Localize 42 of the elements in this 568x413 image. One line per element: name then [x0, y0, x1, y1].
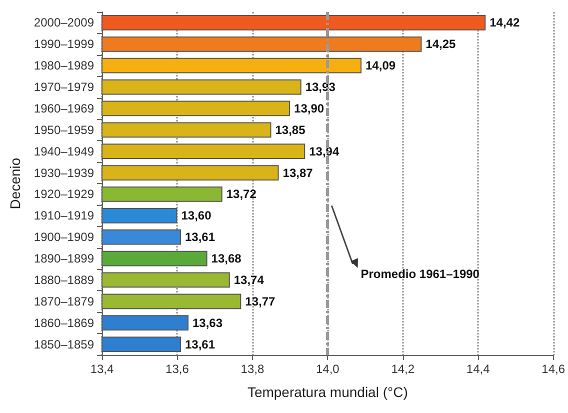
- data-label: 13,61: [184, 230, 216, 244]
- x-axis-title: Temperatura mundial (°C): [247, 384, 408, 400]
- data-label: 13,61: [184, 337, 216, 352]
- y-tick-label: 1880–1889: [34, 272, 94, 287]
- data-label: 13,72: [226, 187, 257, 202]
- data-label: 13,74: [234, 272, 264, 287]
- x-tick-label: 13,6: [166, 362, 190, 376]
- y-axis-title: Decenio: [7, 158, 23, 210]
- data-label: 14,42: [490, 16, 520, 30]
- data-label: 13,93: [305, 80, 336, 94]
- y-tick-label: 1910–1919: [34, 208, 94, 223]
- y-tick-label: 1890–1899: [34, 252, 94, 266]
- y-tick-label: 1930–1939: [34, 166, 94, 180]
- data-label: 14,25: [426, 37, 456, 52]
- y-tick-label: 2000–2009: [34, 16, 94, 30]
- y-tick-label: 1860–1869: [34, 316, 94, 330]
- data-label: 13,77: [245, 294, 276, 308]
- x-tick-label: 13,8: [240, 362, 264, 376]
- data-label: 13,87: [282, 166, 314, 180]
- x-tick-label: 14,0: [316, 362, 340, 376]
- data-label: 13,90: [294, 101, 324, 116]
- x-tick-label: 14,6: [542, 362, 566, 376]
- y-tick-label: 1870–1879: [34, 294, 94, 308]
- x-tick-label: 13,4: [90, 362, 114, 376]
- y-tick-label: 1950–1959: [34, 122, 94, 137]
- y-tick-label: 1970–1979: [34, 80, 94, 94]
- y-tick-label: 1850–1859: [34, 337, 94, 352]
- y-tick-label: 1960–1969: [34, 101, 94, 116]
- data-label: 13,94: [309, 144, 340, 158]
- ref-line-label: Promedio 1961–1990: [360, 266, 480, 281]
- data-label: 13,63: [192, 316, 223, 330]
- y-tick-label: 1940–1949: [34, 144, 94, 158]
- y-tick-label: 1980–1989: [34, 58, 94, 73]
- y-tick-label: 1920–1929: [34, 187, 94, 202]
- data-label: 13,68: [211, 252, 242, 266]
- x-tick-label: 14,2: [391, 362, 415, 376]
- data-label: 14,09: [366, 58, 396, 73]
- data-label: 13,85: [275, 122, 306, 137]
- y-tick-label: 1990–1999: [34, 37, 94, 52]
- y-tick-label: 1900–1909: [34, 230, 94, 244]
- x-tick-label: 14,4: [466, 362, 490, 376]
- data-label: 13,60: [181, 208, 212, 223]
